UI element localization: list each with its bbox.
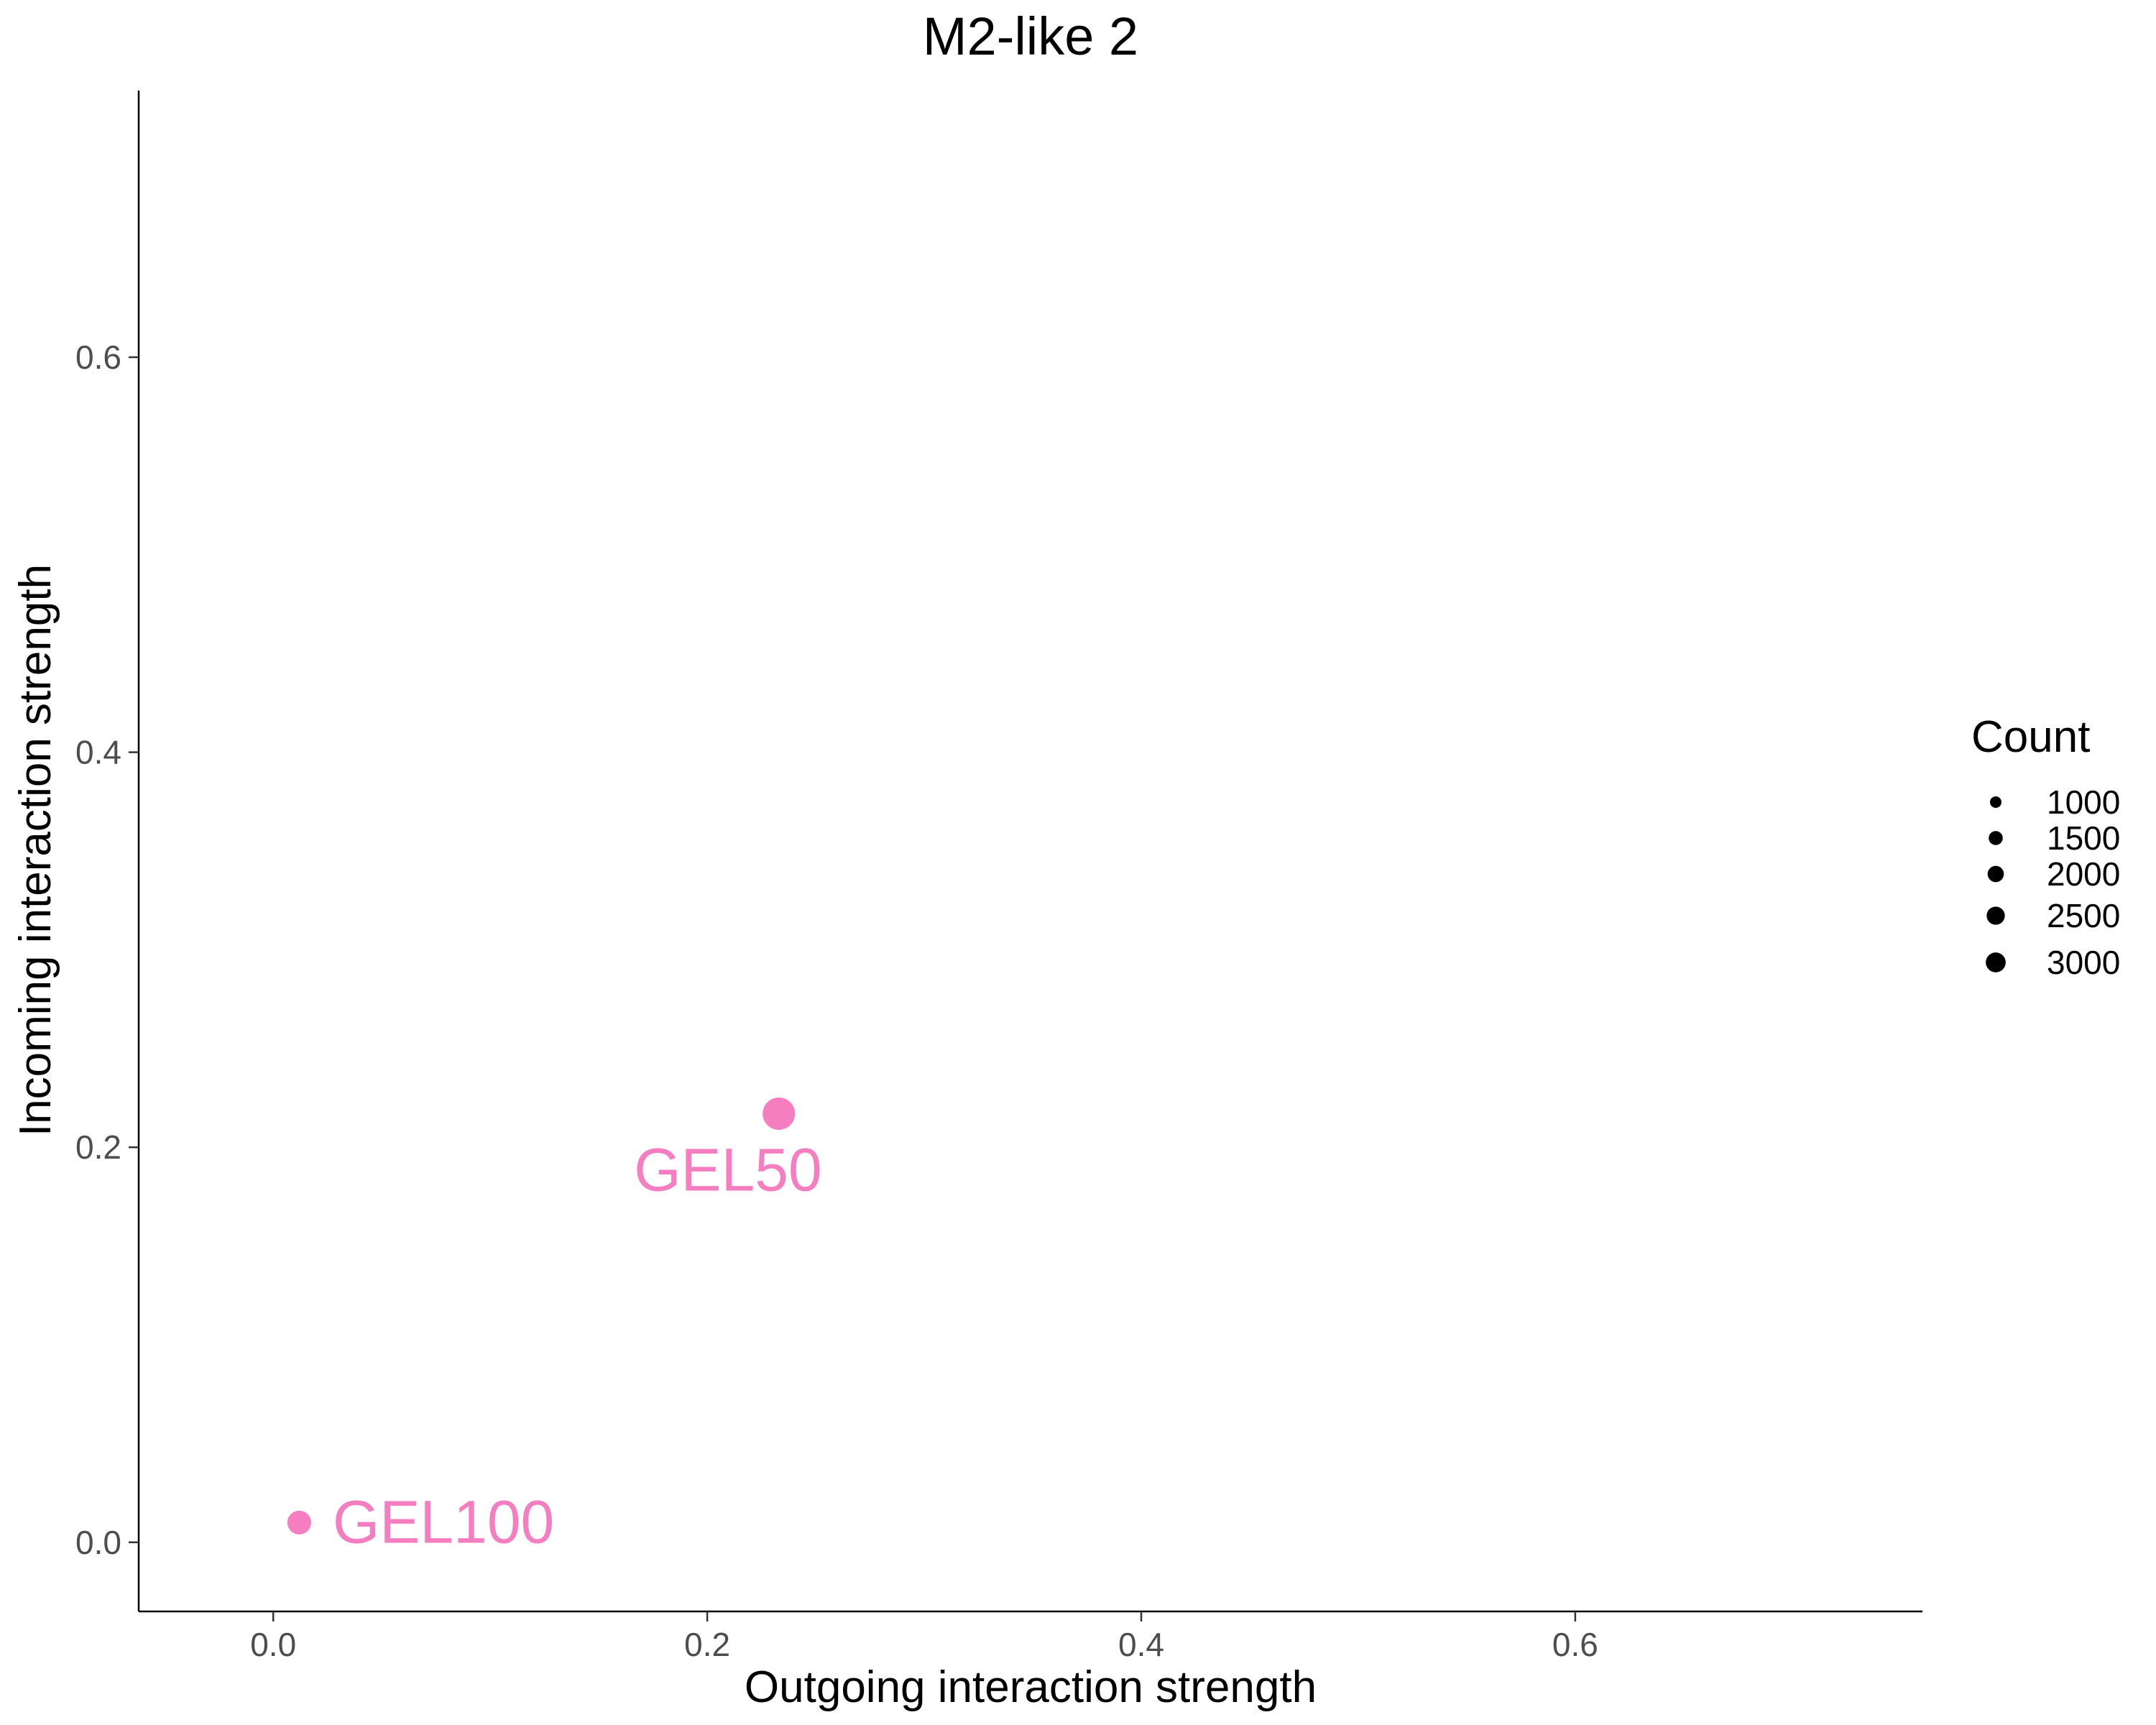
y-tick-label: 0.6: [75, 339, 121, 376]
data-point: [763, 1097, 796, 1131]
y-tick-label: 0.0: [75, 1524, 121, 1561]
legend-label: 3000: [2047, 944, 2120, 981]
legend-title: Count: [1971, 712, 2090, 762]
legend-label: 1500: [2047, 819, 2120, 857]
legend-label: 2000: [2047, 855, 2120, 893]
data-label: GEL50: [634, 1136, 822, 1203]
chart-title: M2-like 2: [923, 6, 1138, 66]
data-points: GEL100 GEL50: [287, 1097, 822, 1555]
data-point: [287, 1510, 312, 1535]
x-axis-label: Outgoing interaction strength: [745, 1662, 1317, 1712]
y-axis-label: Incoming interaction strength: [11, 564, 60, 1136]
data-label: GEL100: [333, 1488, 554, 1555]
legend-label: 1000: [2047, 783, 2120, 821]
x-tick-label: 0.2: [684, 1626, 730, 1663]
legend-key: [1989, 831, 2003, 845]
legend-key: [1987, 865, 2004, 883]
legend-key: [1986, 906, 2005, 925]
y-tick-label: 0.2: [75, 1128, 121, 1166]
x-tick-label: 0.6: [1552, 1626, 1598, 1663]
y-tick-label: 0.4: [75, 734, 121, 771]
x-tick-label: 0.0: [250, 1626, 296, 1663]
plot-axes: 0.0 0.2 0.4 0.6 0.0 0.2 0.4 0.6: [75, 91, 1922, 1663]
x-tick-label: 0.4: [1118, 1626, 1164, 1663]
legend-key: [1986, 952, 2006, 972]
legend-key: [1989, 796, 2002, 809]
legend-label: 2500: [2047, 897, 2120, 934]
